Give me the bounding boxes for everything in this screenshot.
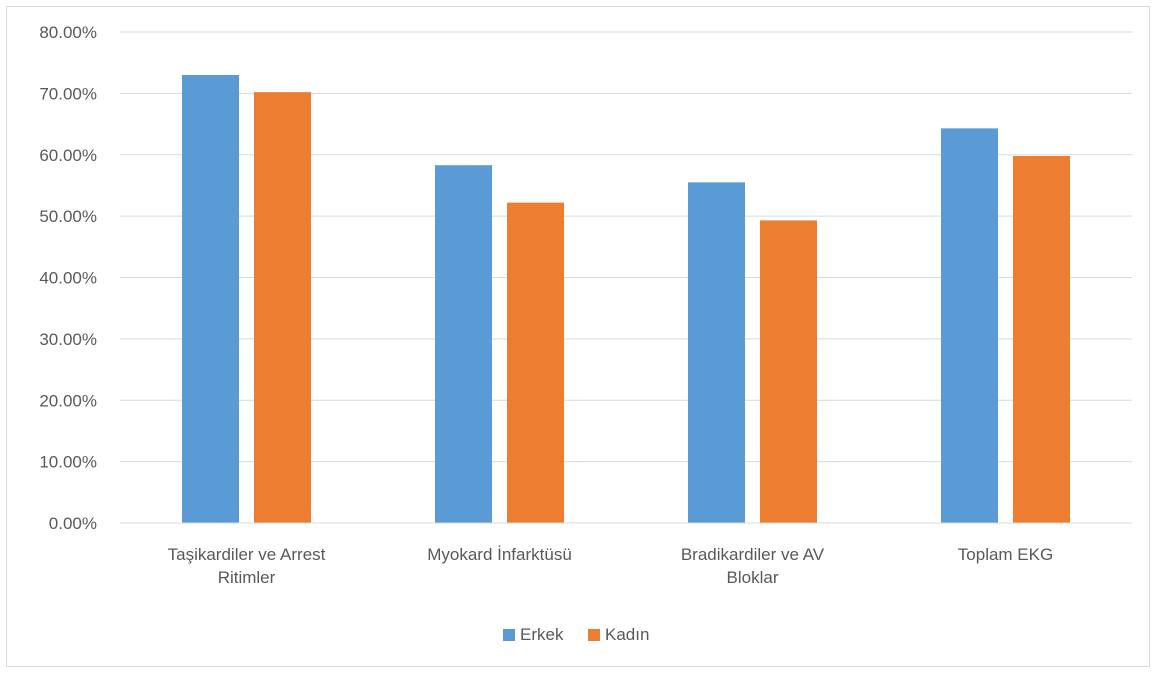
x-tick-label: Toplam EKG — [958, 545, 1053, 564]
legend-swatch-kadın — [588, 629, 600, 641]
bar-kadın — [1013, 155, 1070, 524]
y-tick-label: 0.00% — [49, 514, 97, 533]
x-tick-label-line: Ritimler — [218, 568, 276, 587]
x-tick-label: Myokard İnfarktüsü — [427, 545, 572, 564]
bar-kadın — [760, 220, 817, 523]
legend-label-erkek: Erkek — [520, 625, 564, 644]
bar-erkek — [435, 165, 492, 523]
x-tick-label: Taşikardiler ve Arrest Ritimler — [168, 545, 326, 587]
bar-erkek — [941, 128, 998, 523]
legend-swatch-erkek — [503, 629, 515, 641]
bar-erkek — [688, 182, 745, 523]
y-tick-label: 70.00% — [39, 84, 97, 103]
bar-kadın — [254, 92, 311, 524]
x-tick-label-line: Toplam EKG — [958, 545, 1053, 564]
y-tick-label: 30.00% — [39, 330, 97, 349]
x-tick-label-line: Taşikardiler ve Arrest — [168, 545, 326, 564]
legend-label-kadın: Kadın — [605, 625, 649, 644]
bar-kadın — [507, 202, 564, 523]
x-tick-label-line: Bloklar — [727, 568, 779, 587]
y-tick-label: 20.00% — [39, 391, 97, 410]
y-tick-label: 40.00% — [39, 269, 97, 288]
y-tick-label: 60.00% — [39, 146, 97, 165]
x-tick-label: Bradikardiler ve AV Bloklar — [681, 545, 825, 587]
x-tick-label-line: Myokard İnfarktüsü — [427, 545, 572, 564]
y-tick-label: 10.00% — [39, 453, 97, 472]
bar-erkek — [182, 74, 239, 524]
y-tick-label: 80.00% — [39, 23, 97, 42]
x-tick-label-line: Bradikardiler ve AV — [681, 545, 825, 564]
y-tick-label: 50.00% — [39, 207, 97, 226]
